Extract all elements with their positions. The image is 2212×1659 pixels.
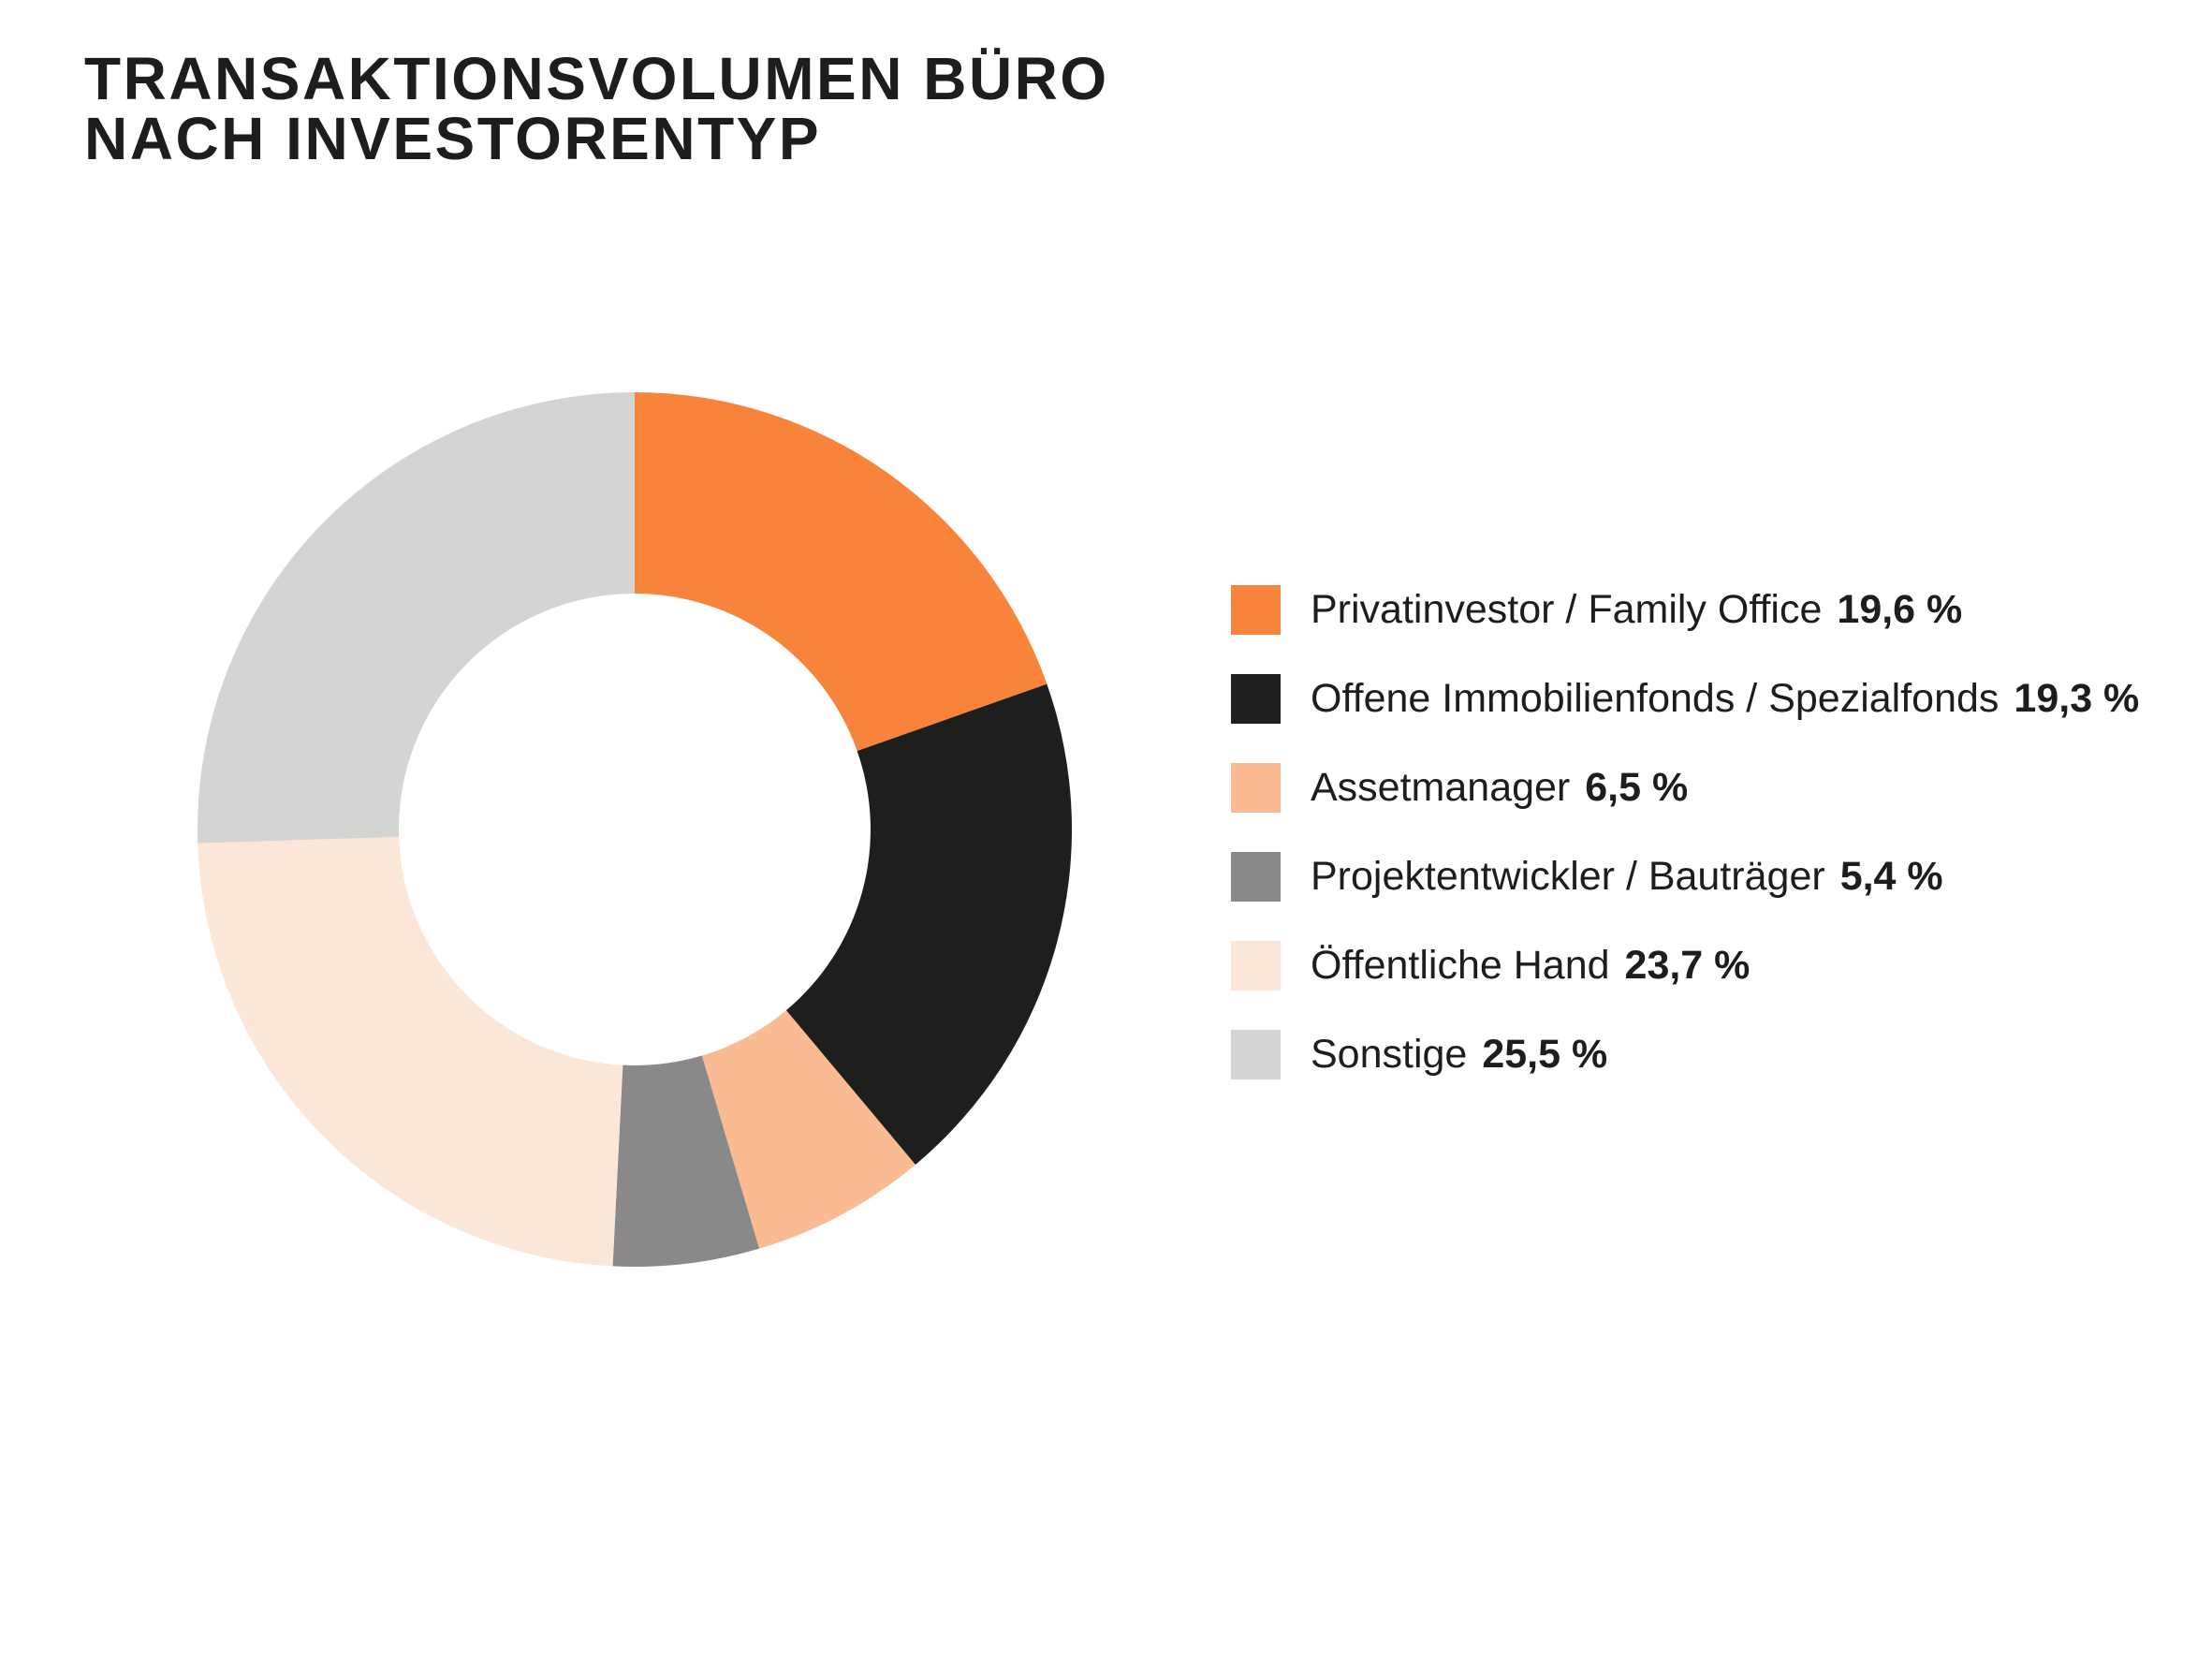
legend-item: Offene Immobilienfonds / Spezialfonds 19…	[1231, 674, 2139, 724]
legend-color-swatch	[1231, 852, 1281, 902]
legend-color-swatch	[1231, 1030, 1281, 1079]
legend-color-swatch	[1231, 941, 1281, 991]
legend-value: 19,6 %	[1837, 587, 1963, 632]
donut-segment-6	[197, 392, 635, 844]
donut-segment-4	[612, 1055, 760, 1267]
legend-color-swatch	[1231, 585, 1281, 635]
donut-segment-5	[198, 836, 623, 1267]
legend-item: Assetmanager 6,5 %	[1231, 763, 2139, 813]
legend-label: Projektentwickler / Bauträger	[1311, 854, 1825, 899]
legend-value: 23,7 %	[1624, 943, 1751, 988]
legend-value: 5,4 %	[1839, 854, 1943, 899]
legend-value: 19,3 %	[2014, 676, 2140, 721]
legend-item: Sonstige 25,5 %	[1231, 1030, 2139, 1079]
legend-label: Assetmanager	[1311, 765, 1571, 810]
donut-segment-2	[785, 683, 1073, 1165]
legend-value: 6,5 %	[1585, 765, 1689, 810]
legend-label: Sonstige	[1311, 1032, 1468, 1077]
legend-color-swatch	[1231, 674, 1281, 724]
donut-segment-3	[701, 1010, 916, 1249]
page-title: TRANSAKTIONSVOLUMEN BÜRO NACH INVESTOREN…	[84, 49, 1109, 169]
legend-label: Öffentliche Hand	[1311, 943, 1610, 988]
legend-item: Öffentliche Hand 23,7 %	[1231, 941, 2139, 991]
page-title-line-1: TRANSAKTIONSVOLUMEN BÜRO	[84, 45, 1109, 112]
donut-segment-1	[635, 392, 1047, 752]
legend-value: 25,5 %	[1482, 1032, 1608, 1077]
donut-chart	[197, 392, 1073, 1267]
legend-item: Privatinvestor / Family Office 19,6 %	[1231, 585, 2139, 635]
legend-item: Projektentwickler / Bauträger 5,4 %	[1231, 852, 2139, 902]
page-title-line-2: NACH INVESTORENTYP	[84, 105, 822, 172]
chart-legend: Privatinvestor / Family Office 19,6 % Of…	[1231, 585, 2139, 1119]
legend-label: Offene Immobilienfonds / Spezialfonds	[1311, 676, 2000, 721]
legend-color-swatch	[1231, 763, 1281, 813]
legend-label: Privatinvestor / Family Office	[1311, 587, 1823, 632]
